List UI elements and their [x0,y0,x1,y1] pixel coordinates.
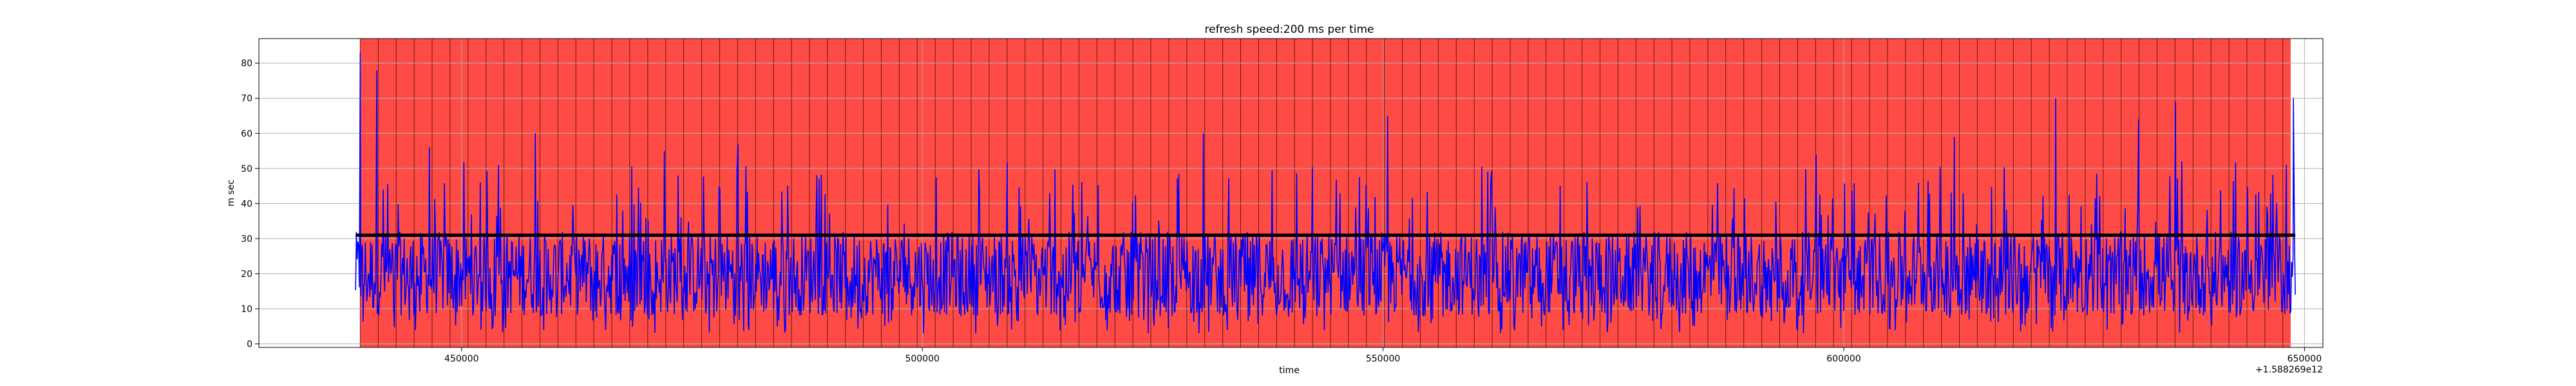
x-axis: 450000 500000 550000 600000 650000 [444,347,2322,364]
y-tick-label: 20 [241,269,252,279]
y-tick-label: 60 [241,129,252,139]
band-fill [360,39,2291,347]
y-tick-label: 30 [241,234,252,244]
x-axis-label: time [1279,365,1300,376]
series-layer [355,52,2296,334]
x-tick-label: 550000 [1366,354,1400,364]
x-tick-label: 600000 [1826,354,1861,364]
plot-frame [258,38,2324,348]
x-axis-offset-label: +1.588269e12 [2255,365,2323,375]
x-tick-label: 500000 [905,354,939,364]
chart-title: refresh speed:200 ms per time [1205,23,1374,36]
highlight-band [359,39,2291,347]
y-tick-label: 80 [241,59,252,69]
y-axis-label: m sec [226,179,236,207]
x-tick-label: 450000 [444,354,478,364]
y-tick-label: 70 [241,94,252,104]
y-tick-label: 40 [241,199,252,209]
y-tick-label: 50 [241,164,252,174]
series-0-line [355,52,2296,334]
x-tick-label: 650000 [2287,354,2322,364]
y-tick-label: 0 [247,340,252,350]
y-axis: 0 10 20 30 40 50 60 70 80 [241,59,259,350]
y-tick-label: 10 [241,304,252,315]
